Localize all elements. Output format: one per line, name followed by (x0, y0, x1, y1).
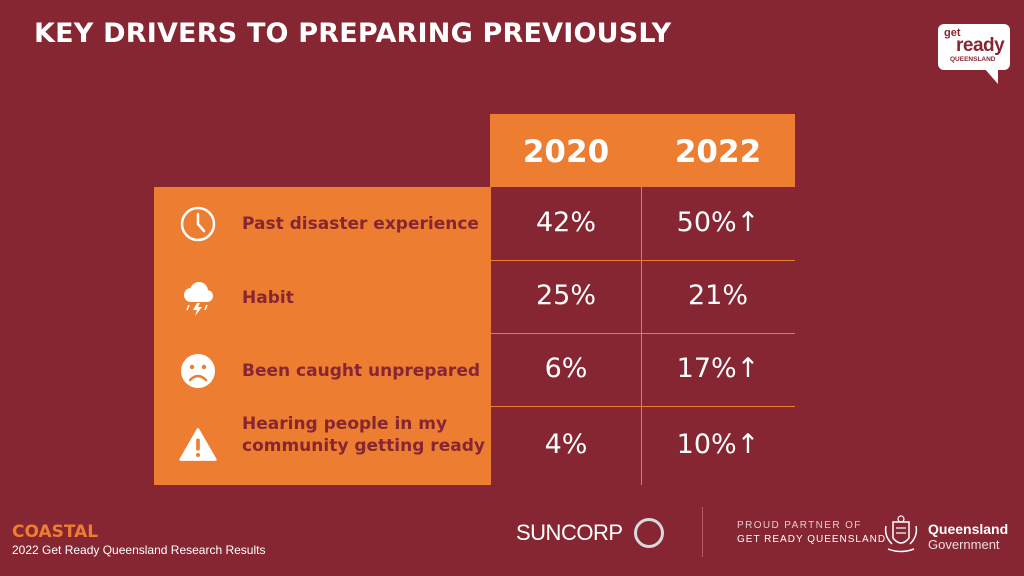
region-label: COASTAL (12, 522, 99, 542)
value-2022: 17%↑ (676, 353, 760, 384)
header-2022: 2022 (674, 134, 762, 170)
warning-icon (178, 425, 218, 465)
row-divider (490, 260, 795, 261)
driver-label: Been caught unprepared (242, 361, 481, 381)
report-subtitle: 2022 Get Ready Queensland Research Resul… (12, 543, 266, 557)
year-header: 2020 2022 (490, 114, 795, 187)
drivers-panel: Past disaster experience Habit Be (154, 187, 491, 485)
government-name: Queensland (928, 521, 1009, 537)
value-2020: 6% (544, 353, 588, 384)
footer-divider (702, 507, 703, 557)
driver-row: Past disaster experience (154, 203, 491, 245)
page-title: KEY DRIVERS TO PREPARING PREVIOUSLY (34, 18, 672, 49)
driver-row: Habit (154, 277, 491, 319)
row-divider (490, 333, 795, 334)
row-divider (490, 406, 795, 407)
value-2020: 25% (535, 280, 596, 311)
driver-row: Been caught unprepared (154, 350, 491, 392)
driver-row: Hearing people in my community getting r… (154, 413, 491, 479)
value-2022: 50%↑ (676, 207, 760, 238)
value-2020: 4% (544, 429, 588, 460)
queensland-crest-icon (882, 514, 920, 554)
driver-label: Hearing people in my community getting r… (242, 414, 485, 456)
value-2020: 42% (535, 207, 596, 238)
storm-cloud-icon (178, 278, 218, 318)
value-2022: 10%↑ (676, 429, 760, 460)
sponsor-name: SUNCORP (516, 520, 623, 545)
partner-line-1: PROUD PARTNER OF (737, 520, 862, 531)
partner-line-2: GET READY QUEENSLAND (737, 534, 887, 545)
header-2020: 2020 (522, 134, 610, 170)
value-2022: 21% (687, 280, 748, 311)
get-ready-logo: get ready QUEENSLAND (938, 24, 1010, 84)
column-divider (641, 187, 642, 485)
sad-face-icon (178, 351, 218, 391)
driver-label: Habit (242, 288, 294, 308)
clock-icon (178, 204, 218, 244)
suncorp-logo-icon (634, 518, 664, 548)
government-label: Government (928, 537, 1000, 552)
driver-label: Past disaster experience (242, 214, 479, 234)
